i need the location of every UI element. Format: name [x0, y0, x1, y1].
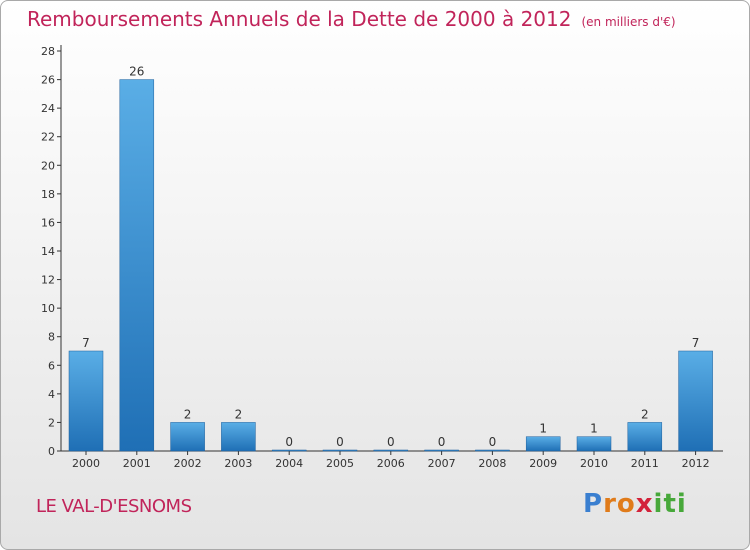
chart-title: Remboursements Annuels de la Dette de 20… [27, 7, 676, 31]
bar-value-label: 0 [438, 435, 446, 449]
y-tick-label: 24 [41, 102, 55, 115]
bar [170, 422, 205, 452]
bar [475, 449, 510, 452]
commune-name: LE VAL-D'ESNOMS [36, 496, 192, 517]
y-tick-label: 6 [48, 359, 55, 372]
x-tick-label: 2007 [428, 457, 456, 470]
bar-value-label: 2 [641, 407, 649, 421]
y-tick-label: 22 [41, 131, 55, 144]
bar [322, 449, 358, 452]
y-tick-label: 0 [48, 445, 55, 458]
x-tick-label: 2006 [377, 457, 405, 470]
y-tick-label: 2 [48, 416, 55, 429]
bar-value-label: 1 [590, 422, 598, 436]
bar-value-label: 0 [285, 435, 293, 449]
x-tick-label: 2011 [631, 457, 659, 470]
x-tick-label: 2002 [174, 457, 202, 470]
chart-bars: 7 26 2 2 0 0 0 0 0 1 1 2 7 [68, 65, 713, 452]
x-tick-label: 2012 [682, 457, 710, 470]
x-tick-label: 2008 [478, 457, 506, 470]
bar-value-label: 26 [129, 65, 144, 79]
y-tick-label: 28 [41, 45, 55, 58]
bar [627, 422, 663, 452]
bar [373, 449, 409, 452]
bar-value-label: 0 [489, 435, 497, 449]
bar-value-label: 0 [387, 435, 395, 449]
proxiti-logo[interactable]: Proxiti [583, 489, 687, 519]
title-text: Remboursements Annuels de la Dette de 20… [27, 7, 572, 31]
logo-part-3: x [635, 489, 654, 519]
x-tick-label: 2004 [275, 457, 303, 470]
y-tick-label: 8 [48, 331, 55, 344]
bar-value-label: 2 [235, 407, 243, 421]
y-tick-label: 18 [41, 188, 55, 201]
logo-part-1: P [583, 489, 604, 519]
bar-value-label: 7 [692, 336, 700, 350]
y-tick-label: 10 [41, 302, 55, 315]
x-tick-label: 2000 [72, 457, 100, 470]
x-tick-label: 2001 [123, 457, 151, 470]
bar [576, 436, 612, 452]
bar-value-label: 7 [82, 336, 90, 350]
y-tick-label: 26 [41, 74, 55, 87]
logo-part-2: ro [603, 489, 636, 519]
title-unit: (en milliers d'€) [581, 15, 676, 29]
bar-value-label: 0 [336, 435, 344, 449]
bar [119, 79, 155, 452]
y-tick-label: 20 [41, 159, 55, 172]
bar [221, 422, 256, 452]
x-tick-label: 2005 [326, 457, 354, 470]
logo-part-4: iti [653, 489, 687, 519]
bar [424, 449, 459, 452]
x-tick-label: 2003 [224, 457, 252, 470]
bar-value-label: 1 [539, 422, 547, 436]
bar [271, 449, 307, 452]
bar [68, 350, 104, 452]
x-tick-label: 2010 [580, 457, 608, 470]
bar-value-label: 2 [184, 407, 192, 421]
y-tick-label: 16 [41, 216, 55, 229]
y-tick-label: 4 [48, 388, 55, 401]
x-tick-label: 2009 [529, 457, 557, 470]
bar [525, 436, 561, 452]
y-tick-label: 12 [41, 274, 55, 287]
bar [678, 350, 713, 452]
y-tick-label: 14 [41, 245, 55, 258]
